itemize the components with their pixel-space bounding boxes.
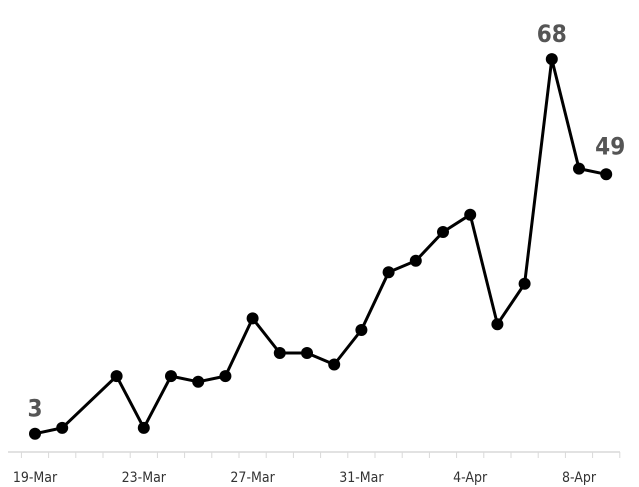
data-point: [56, 421, 69, 434]
data-point: [301, 347, 313, 359]
x-axis-ticks: [20, 452, 621, 458]
data-point: [273, 347, 286, 359]
data-point: [246, 312, 259, 325]
x-tick-label: 19-Mar: [13, 470, 58, 486]
data-point: [437, 226, 449, 238]
data-point: [600, 168, 613, 181]
data-point: [491, 318, 504, 331]
x-tick-label: 23-Mar: [122, 470, 167, 486]
data-point: [165, 370, 177, 383]
data-point: [110, 370, 123, 383]
data-point: [137, 421, 150, 434]
data-point: [573, 162, 585, 175]
x-tick-label: 31-Mar: [339, 470, 384, 486]
x-tick-label: 27-Mar: [230, 470, 275, 486]
data-point: [219, 370, 232, 383]
x-axis-tick-labels: 19-Mar 23-Mar 27-Mar 31-Mar 4-Apr 8-Apr: [13, 470, 597, 486]
data-point: [545, 53, 558, 66]
data-label: 68: [537, 20, 567, 48]
data-point: [355, 324, 368, 336]
data-label: 49: [595, 132, 625, 160]
data-point: [382, 266, 395, 279]
x-tick-label: 4-Apr: [453, 470, 488, 486]
data-points: [29, 53, 613, 440]
data-point: [192, 375, 205, 388]
data-labels: 3 68 49: [27, 20, 625, 423]
data-label: 3: [27, 395, 42, 423]
data-point: [464, 208, 477, 221]
data-point: [409, 254, 422, 267]
data-point: [518, 277, 531, 290]
data-point: [29, 427, 41, 440]
x-tick-label: 8-Apr: [562, 470, 597, 486]
data-point: [328, 358, 341, 371]
